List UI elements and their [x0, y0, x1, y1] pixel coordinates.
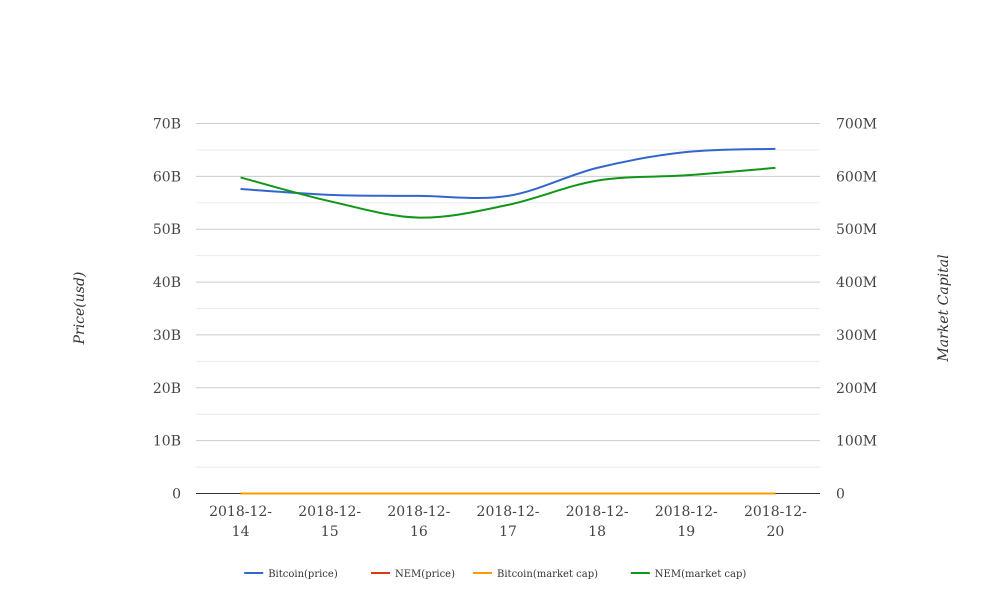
series-line-nem-market-cap	[240, 166, 776, 219]
x-tick-line: 17	[499, 524, 517, 540]
x-tick-line: 14	[232, 524, 250, 540]
right-axis-ticks: 0 100M 200M 300M 400M 500M 600M 700M	[836, 117, 877, 503]
left-tick-label: 20B	[153, 381, 181, 397]
legend-item[interactable]: NEM(market cap)	[630, 569, 747, 580]
right-tick-label: 700M	[836, 117, 877, 133]
right-tick-label: 0	[836, 487, 845, 503]
x-tick-label: 2018-12- 17	[477, 504, 540, 540]
right-tick-label: 500M	[836, 222, 877, 238]
x-tick-label: 2018-12- 14	[209, 504, 272, 540]
x-tick-line: 20	[767, 524, 785, 540]
x-tick-line: 15	[321, 524, 339, 540]
right-tick-label: 400M	[836, 275, 877, 291]
x-tick-line: 2018-12-	[298, 504, 361, 520]
gridlines	[196, 123, 820, 494]
x-tick-line: 16	[410, 524, 428, 540]
series-lines	[240, 147, 776, 495]
legend-item[interactable]: Bitcoin(market cap)	[473, 569, 598, 580]
x-tick-label: 2018-12- 16	[387, 504, 450, 540]
x-tick-label: 2018-12- 19	[655, 504, 718, 540]
legend-label: Bitcoin(market cap)	[497, 569, 598, 580]
right-axis-title: Market Capital	[936, 254, 952, 362]
legend-item[interactable]: NEM(price)	[371, 569, 455, 580]
left-tick-label: 0	[172, 487, 181, 503]
left-tick-label: 30B	[153, 328, 181, 344]
right-tick-label: 200M	[836, 381, 877, 397]
x-tick-line: 2018-12-	[387, 504, 450, 520]
x-tick-line: 2018-12-	[477, 504, 540, 520]
left-tick-label: 60B	[153, 169, 181, 185]
x-tick-line: 2018-12-	[566, 504, 629, 520]
left-tick-label: 50B	[153, 222, 181, 238]
right-tick-label: 600M	[836, 169, 877, 185]
x-tick-line: 2018-12-	[209, 504, 272, 520]
left-tick-label: 10B	[153, 434, 181, 450]
right-tick-label: 100M	[836, 434, 877, 450]
legend-label: Bitcoin(price)	[268, 569, 338, 580]
x-tick-label: 2018-12- 15	[298, 504, 361, 540]
left-axis-title: Price(usd)	[72, 272, 88, 346]
x-tick-line: 19	[677, 524, 695, 540]
series-line-bitcoin-price	[240, 147, 776, 200]
right-tick-label: 300M	[836, 328, 877, 344]
legend-label: NEM(price)	[395, 569, 455, 580]
legend: Bitcoin(price) NEM(price) Bitcoin(market c…	[244, 569, 746, 580]
left-axis-ticks: 0 10B 20B 30B 40B 50B 60B 70B	[153, 117, 181, 503]
left-tick-label: 70B	[153, 117, 181, 133]
x-axis-ticks: 2018-12- 14 2018-12- 15 2018-12- 16 2018-12- 17…	[209, 504, 807, 540]
legend-label: NEM(market cap)	[655, 569, 747, 580]
x-tick-line: 2018-12-	[744, 504, 807, 520]
legend-item[interactable]: Bitcoin(price)	[244, 569, 338, 580]
left-tick-label: 40B	[153, 275, 181, 291]
x-tick-label: 2018-12- 18	[566, 504, 629, 540]
x-tick-line: 18	[588, 524, 606, 540]
x-tick-label: 2018-12- 20	[744, 504, 807, 540]
x-tick-line: 2018-12-	[655, 504, 718, 520]
